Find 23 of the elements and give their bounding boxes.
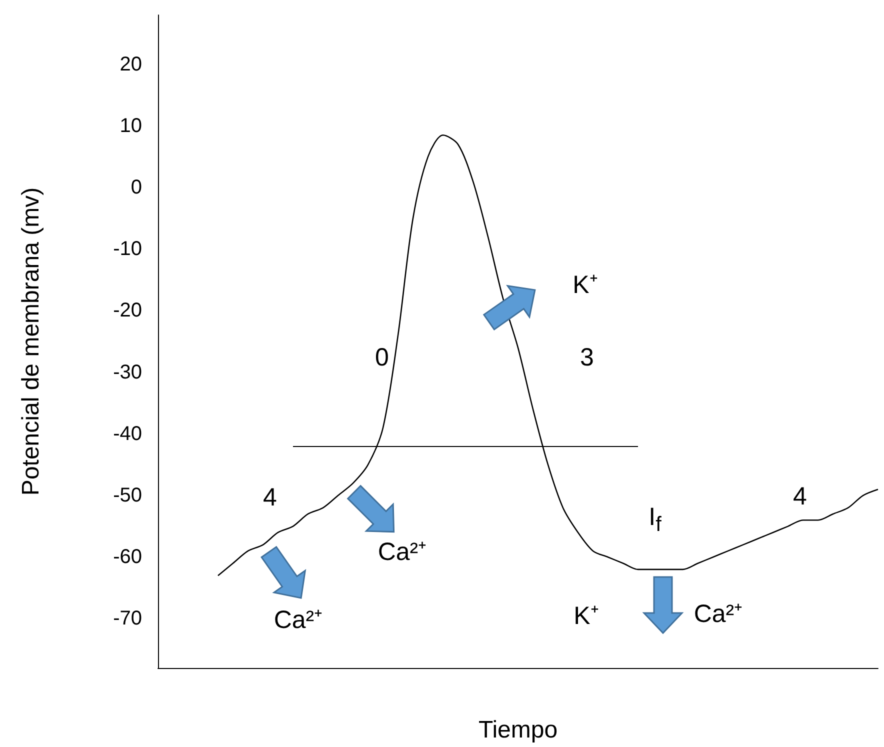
- y-tick-label: -40: [113, 422, 142, 445]
- y-tick-label: 0: [130, 176, 142, 198]
- y-tick-label: -20: [113, 300, 142, 322]
- annotation: K⁺: [572, 270, 598, 300]
- annotation: Ca²⁺: [378, 537, 426, 567]
- y-tick-label: 20: [120, 53, 142, 76]
- y-tick-label: -10: [113, 238, 142, 260]
- annotation: 4: [793, 482, 807, 512]
- annotation: Ca²⁺: [694, 599, 742, 629]
- annotation: K⁺: [574, 601, 598, 631]
- annotation: I$_{f}$: [648, 503, 662, 537]
- annotation: 0: [375, 344, 389, 372]
- annotation: 4: [263, 484, 277, 512]
- annotation: 3: [580, 344, 594, 372]
- x-axis-title: Tiempo: [478, 716, 558, 744]
- y-tick-label: -60: [113, 546, 142, 568]
- y-tick-label: -70: [113, 608, 142, 630]
- y-axis-title: Potencial de membrana (mv): [18, 187, 44, 496]
- line-series: [217, 134, 879, 576]
- y-tick-label: -30: [113, 361, 142, 384]
- y-tick-label: 10: [120, 114, 142, 137]
- y-tick-label: -50: [113, 484, 142, 507]
- annotation: Ca²⁺: [274, 605, 322, 635]
